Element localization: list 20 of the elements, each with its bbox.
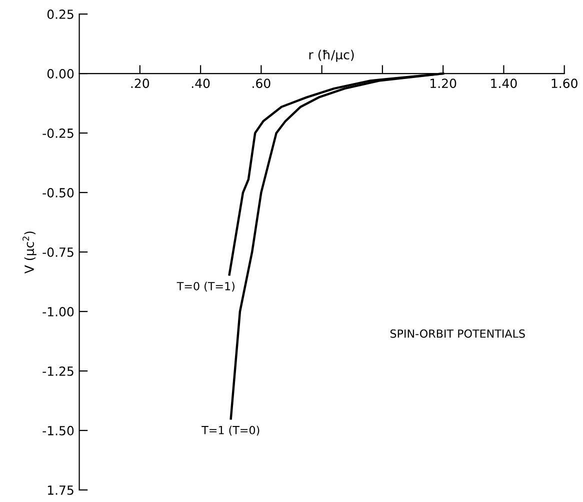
y-tick-label: 1.75 [48,486,74,495]
y-axis-title: V (μc$^{2}$) [22,232,36,274]
x-tick-label: 1.20 [430,78,456,88]
x-tick-label: 1.60 [552,78,578,88]
series-label: T=0 (T=1) [176,282,234,292]
x-tick-label: 1.40 [491,78,517,88]
annotation: SPIN-ORBIT POTENTIALS [390,329,525,338]
y-tick-label: -0.25 [42,128,74,138]
y-tick-label: 0.00 [47,69,74,78]
x-tick-label: .60 [252,78,270,88]
y-tick-label: -1.50 [42,426,74,436]
y-tick-label: 0.25 [47,10,74,19]
y-tick-label: -0.50 [42,188,74,198]
x-axis-title: r (ħ/μc) [309,50,354,62]
y-tick-label: -0.75 [42,247,74,257]
series-label: T=1 (T=0) [202,426,260,436]
y-tick-label: -1.25 [42,366,74,376]
x-tick-label: .40 [192,78,210,88]
x-tick-label: .20 [131,78,150,88]
y-tick-label: -1.00 [42,306,74,316]
